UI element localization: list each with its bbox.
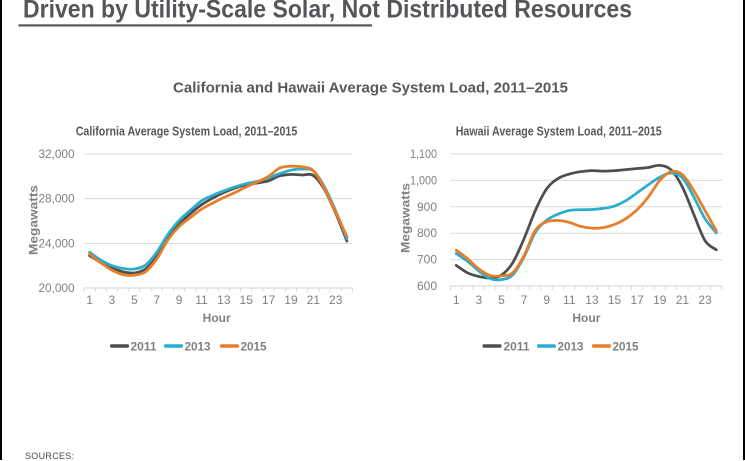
y-tick-label: 1,100	[410, 147, 437, 161]
x-tick-label: 21	[307, 293, 321, 307]
legend-swatch-2011	[110, 344, 129, 348]
y-tick-label: 24,000	[39, 236, 75, 250]
y-axis-title: Megawatts	[29, 185, 41, 255]
x-tick-label: 7	[153, 293, 160, 307]
x-tick-label: 9	[543, 293, 550, 307]
x-tick-label: 1	[86, 293, 93, 307]
x-tick-label: 5	[498, 293, 505, 307]
california-chart: California Average System Load, 2011–201…	[29, 124, 353, 354]
legend-label-2011: 2011	[131, 340, 157, 354]
legend-swatch-2011	[482, 344, 502, 348]
x-tick-label: 23	[329, 293, 343, 307]
legend-label-2011: 2011	[504, 340, 530, 354]
x-tick-label: 13	[585, 293, 599, 307]
series-line-2013	[88, 167, 349, 271]
figure-title: California and Hawaii Average System Loa…	[173, 80, 568, 97]
x-tick-label: 17	[262, 293, 276, 307]
x-tick-label: 5	[131, 293, 138, 307]
y-tick-label: 1,000	[410, 173, 437, 187]
y-tick-label: 32,000	[39, 147, 75, 161]
x-tick-label: 11	[195, 293, 208, 307]
x-tick-label: 11	[563, 293, 576, 307]
series-line-2015	[454, 169, 718, 278]
x-tick-label: 9	[176, 293, 183, 307]
x-tick-label: 7	[521, 293, 528, 307]
x-tick-label: 15	[608, 293, 622, 307]
x-tick-label: 13	[217, 293, 231, 307]
y-tick-label: 700	[417, 253, 437, 267]
hawaii-chart: Hawaii Average System Load, 2011–2015 600…	[401, 124, 723, 354]
legend-swatch-2015	[220, 344, 239, 348]
legend-label-2015: 2015	[241, 340, 267, 354]
y-tick-label: 800	[417, 226, 437, 240]
y-axis-title: Megawatts	[401, 183, 413, 253]
x-tick-label: 3	[109, 293, 116, 307]
headline: Driven by Utility-Scale Solar, Not Distr…	[23, 0, 632, 24]
sources-label: SOURCES:	[25, 450, 75, 461]
series-line-2011	[88, 172, 349, 275]
y-tick-label: 900	[417, 200, 437, 214]
x-tick-label: 21	[676, 293, 690, 307]
x-tick-label: 19	[284, 293, 298, 307]
legend-swatch-2015	[592, 344, 611, 348]
chart-title: Hawaii Average System Load, 2011–2015	[456, 124, 662, 138]
series-line-2015	[88, 164, 349, 277]
x-tick-label: 23	[698, 293, 712, 307]
legend-swatch-2013	[537, 344, 556, 348]
x-axis-title: Hour	[572, 313, 601, 325]
x-tick-label: 1	[453, 293, 460, 307]
left-border	[0, 0, 2, 460]
series-line-2013	[454, 171, 718, 282]
series-line-2011	[454, 163, 718, 280]
legend-label-2015: 2015	[613, 340, 639, 354]
x-tick-label: 15	[240, 293, 254, 307]
y-tick-label: 28,000	[39, 192, 75, 206]
x-tick-label: 17	[630, 293, 644, 307]
legend-label-2013: 2013	[558, 340, 584, 354]
chart-title: California Average System Load, 2011–201…	[76, 124, 298, 138]
right-border	[743, 0, 745, 460]
legend-label-2013: 2013	[185, 340, 211, 354]
y-tick-label: 600	[417, 279, 437, 293]
x-axis-title: Hour	[203, 313, 232, 325]
headline-underline	[18, 24, 372, 27]
y-tick-label: 20,000	[39, 281, 75, 295]
x-tick-label: 19	[653, 293, 667, 307]
legend-swatch-2013	[164, 344, 183, 348]
x-tick-label: 3	[475, 293, 482, 307]
